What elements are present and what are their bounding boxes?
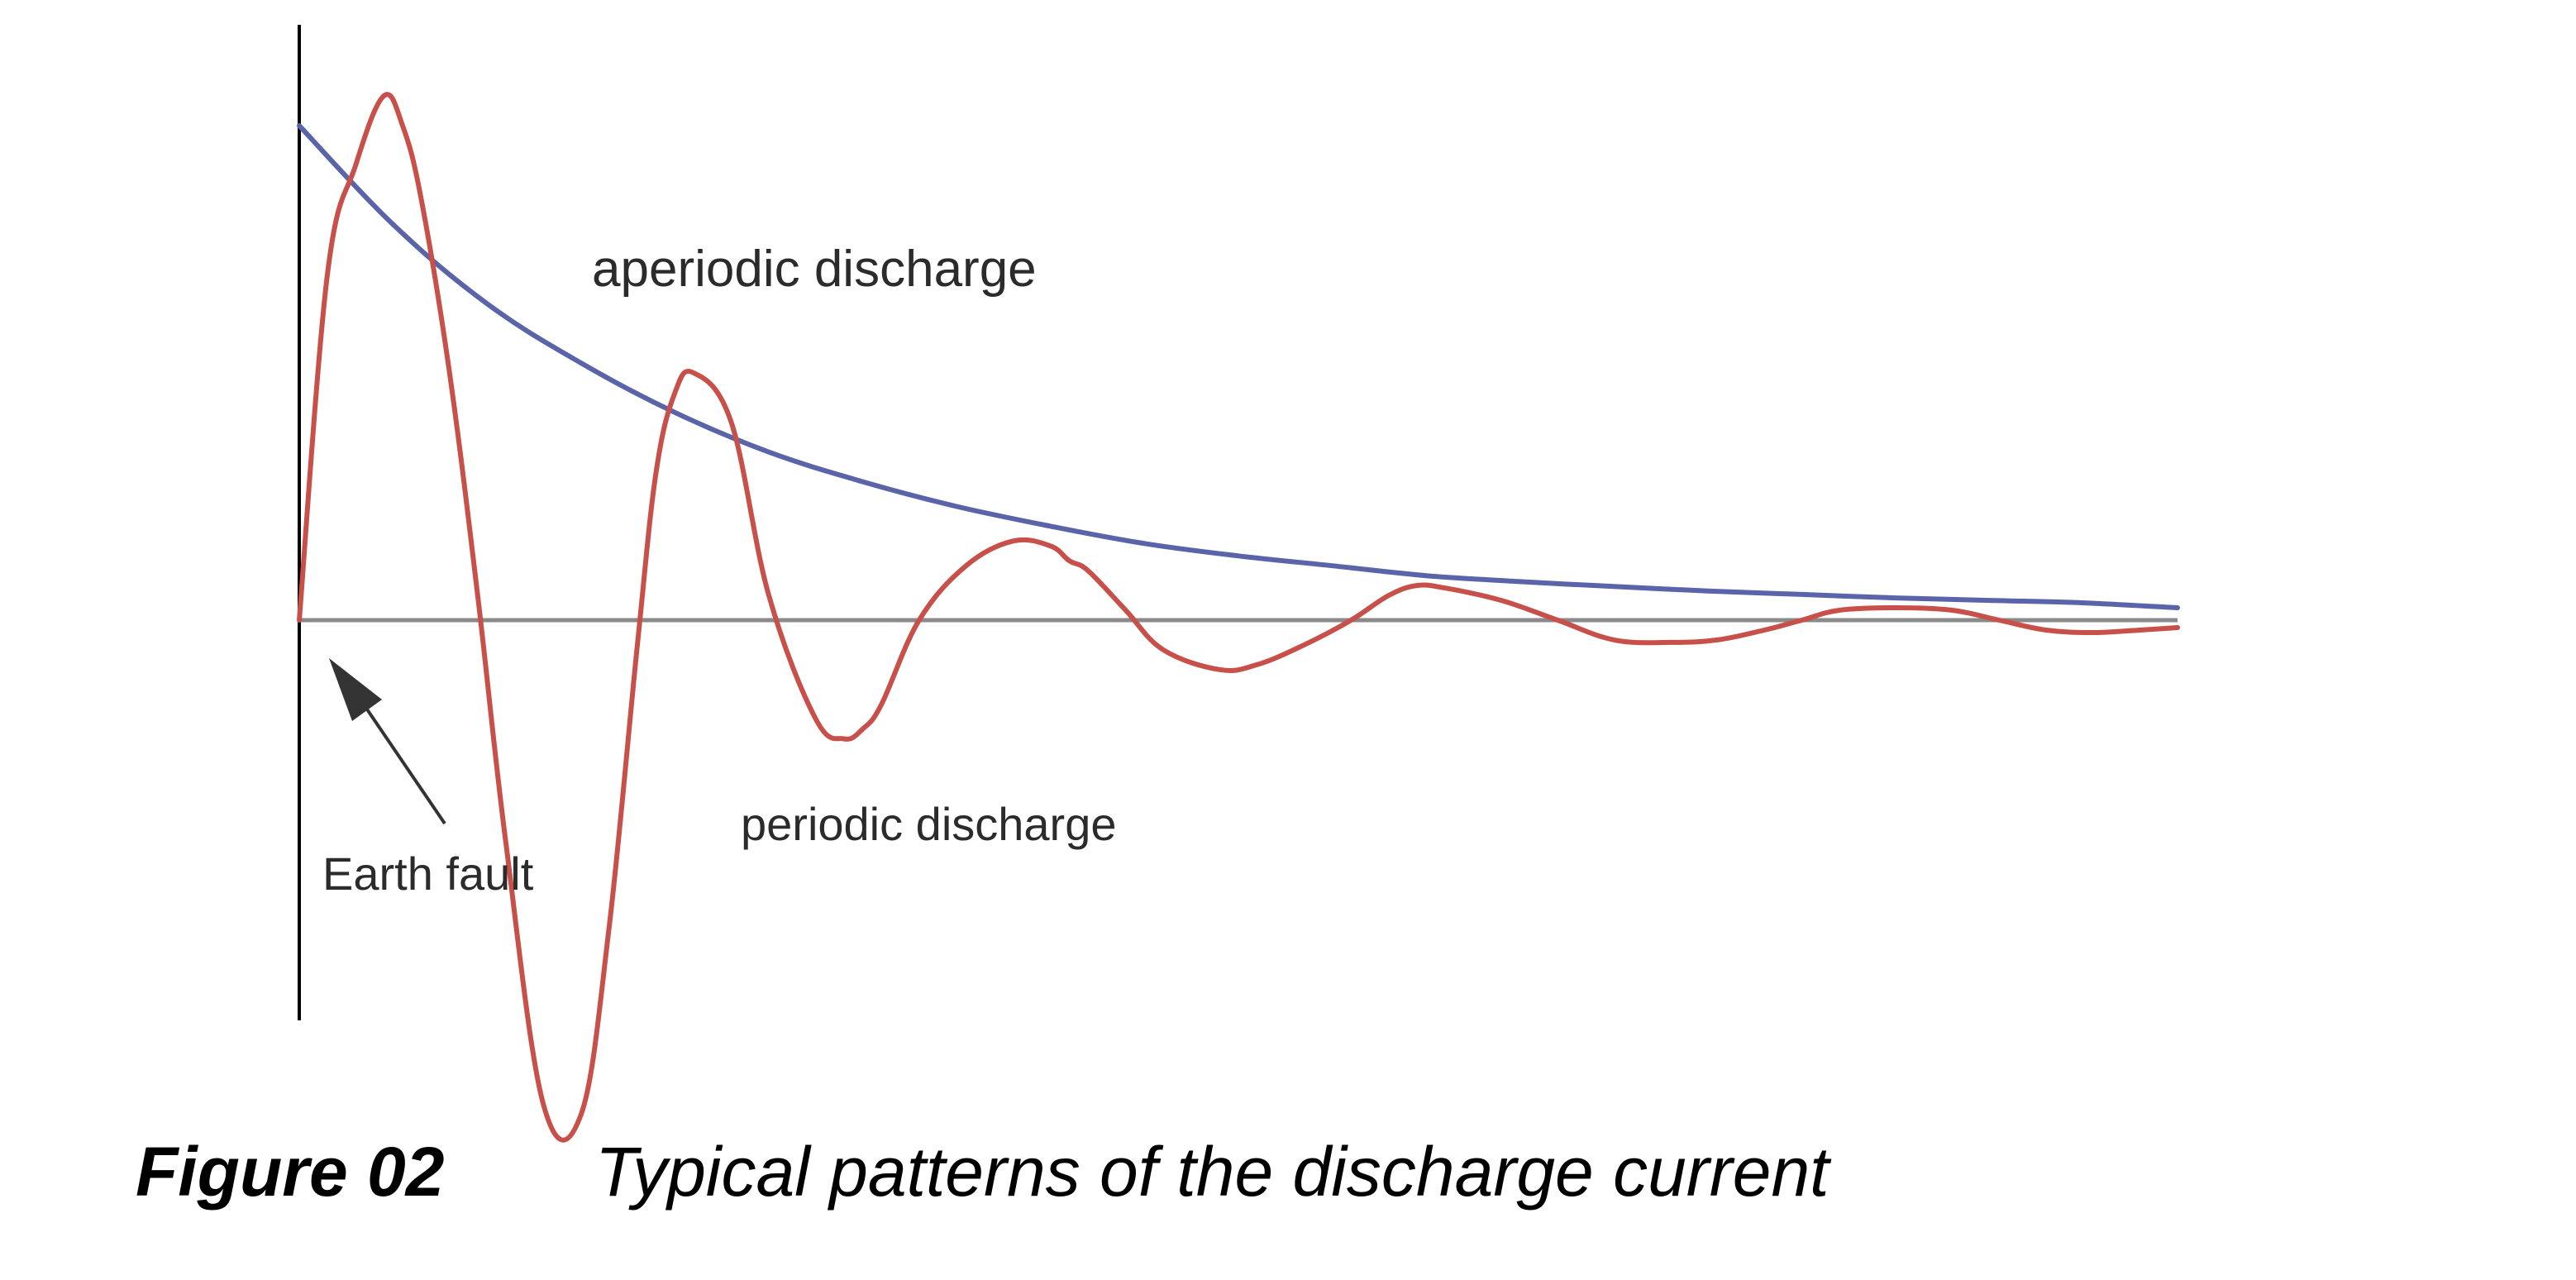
aperiodic-discharge-line (297, 123, 2180, 610)
aperiodic-discharge-label: aperiodic discharge (592, 241, 1037, 298)
figure-caption: Figure 02 Typical patterns of the discha… (136, 1126, 1829, 1217)
earth-fault-label: Earth fault (322, 848, 534, 900)
figure-number: Figure 02 (136, 1132, 445, 1211)
periodic-discharge-label: periodic discharge (741, 798, 1116, 850)
figure-title: Typical patterns of the discharge curren… (595, 1132, 1829, 1211)
periodic-discharge-line (297, 92, 2180, 1143)
earth-fault-arrow-icon (329, 658, 446, 825)
